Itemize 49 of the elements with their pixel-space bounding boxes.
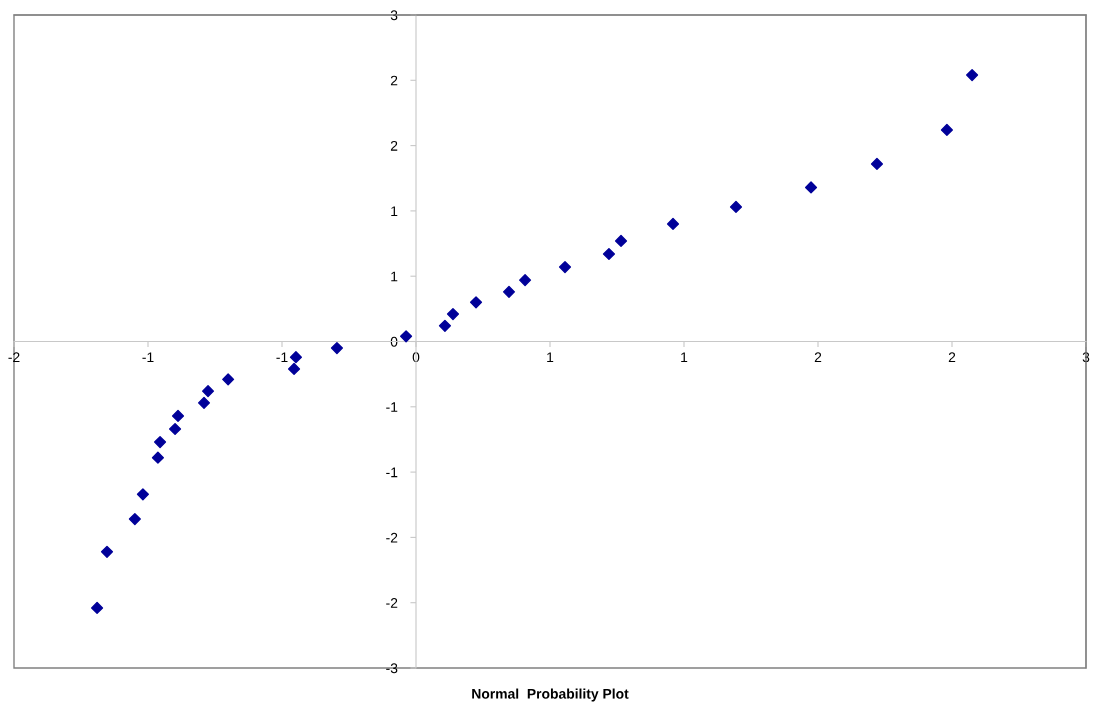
y-tick-label: -1	[386, 467, 398, 478]
point	[804, 181, 818, 194]
x-tick-label: 0	[412, 352, 420, 363]
point	[400, 330, 413, 343]
point	[614, 234, 628, 248]
x-tick-label: -1	[142, 352, 154, 362]
point	[446, 307, 460, 321]
y-tick-label: 1	[391, 271, 398, 282]
point	[222, 373, 235, 386]
point	[100, 545, 114, 558]
point	[966, 69, 979, 82]
point	[519, 274, 532, 287]
x-tick-label: -1	[276, 352, 288, 362]
point	[469, 296, 483, 309]
y-tick-label: 2	[390, 75, 398, 86]
x-tick-label: 2	[814, 352, 822, 362]
point	[729, 200, 743, 214]
y-tick-label: -3	[386, 663, 398, 674]
text: Normal Probability Plot	[472, 688, 629, 702]
point	[153, 435, 167, 449]
point	[197, 396, 211, 409]
point	[870, 157, 884, 170]
point	[289, 351, 303, 364]
point	[558, 260, 572, 274]
point	[438, 319, 452, 332]
point	[330, 341, 344, 355]
y-tick-label: -1	[386, 402, 398, 412]
y-tick-label: 2	[390, 140, 398, 151]
x-tick-label: 1	[547, 352, 554, 362]
point	[940, 123, 953, 137]
point	[502, 285, 516, 298]
x-tick-label: 1	[681, 352, 688, 362]
point	[201, 385, 215, 398]
x-tick-label: 2	[948, 352, 956, 362]
point	[171, 409, 185, 423]
point	[602, 247, 616, 261]
point	[666, 217, 680, 231]
y-tick-label: -2	[386, 598, 398, 608]
x-tick-label: -2	[8, 352, 20, 362]
point	[136, 488, 149, 501]
point	[91, 601, 104, 614]
y-tick-label: 3	[390, 10, 398, 21]
point	[287, 362, 301, 376]
x-tick-label: 3	[1082, 352, 1090, 363]
y-tick-label: 1	[391, 206, 398, 216]
point	[168, 422, 182, 436]
point	[151, 451, 164, 464]
point	[128, 513, 141, 526]
y-tick-label: -2	[386, 532, 398, 543]
